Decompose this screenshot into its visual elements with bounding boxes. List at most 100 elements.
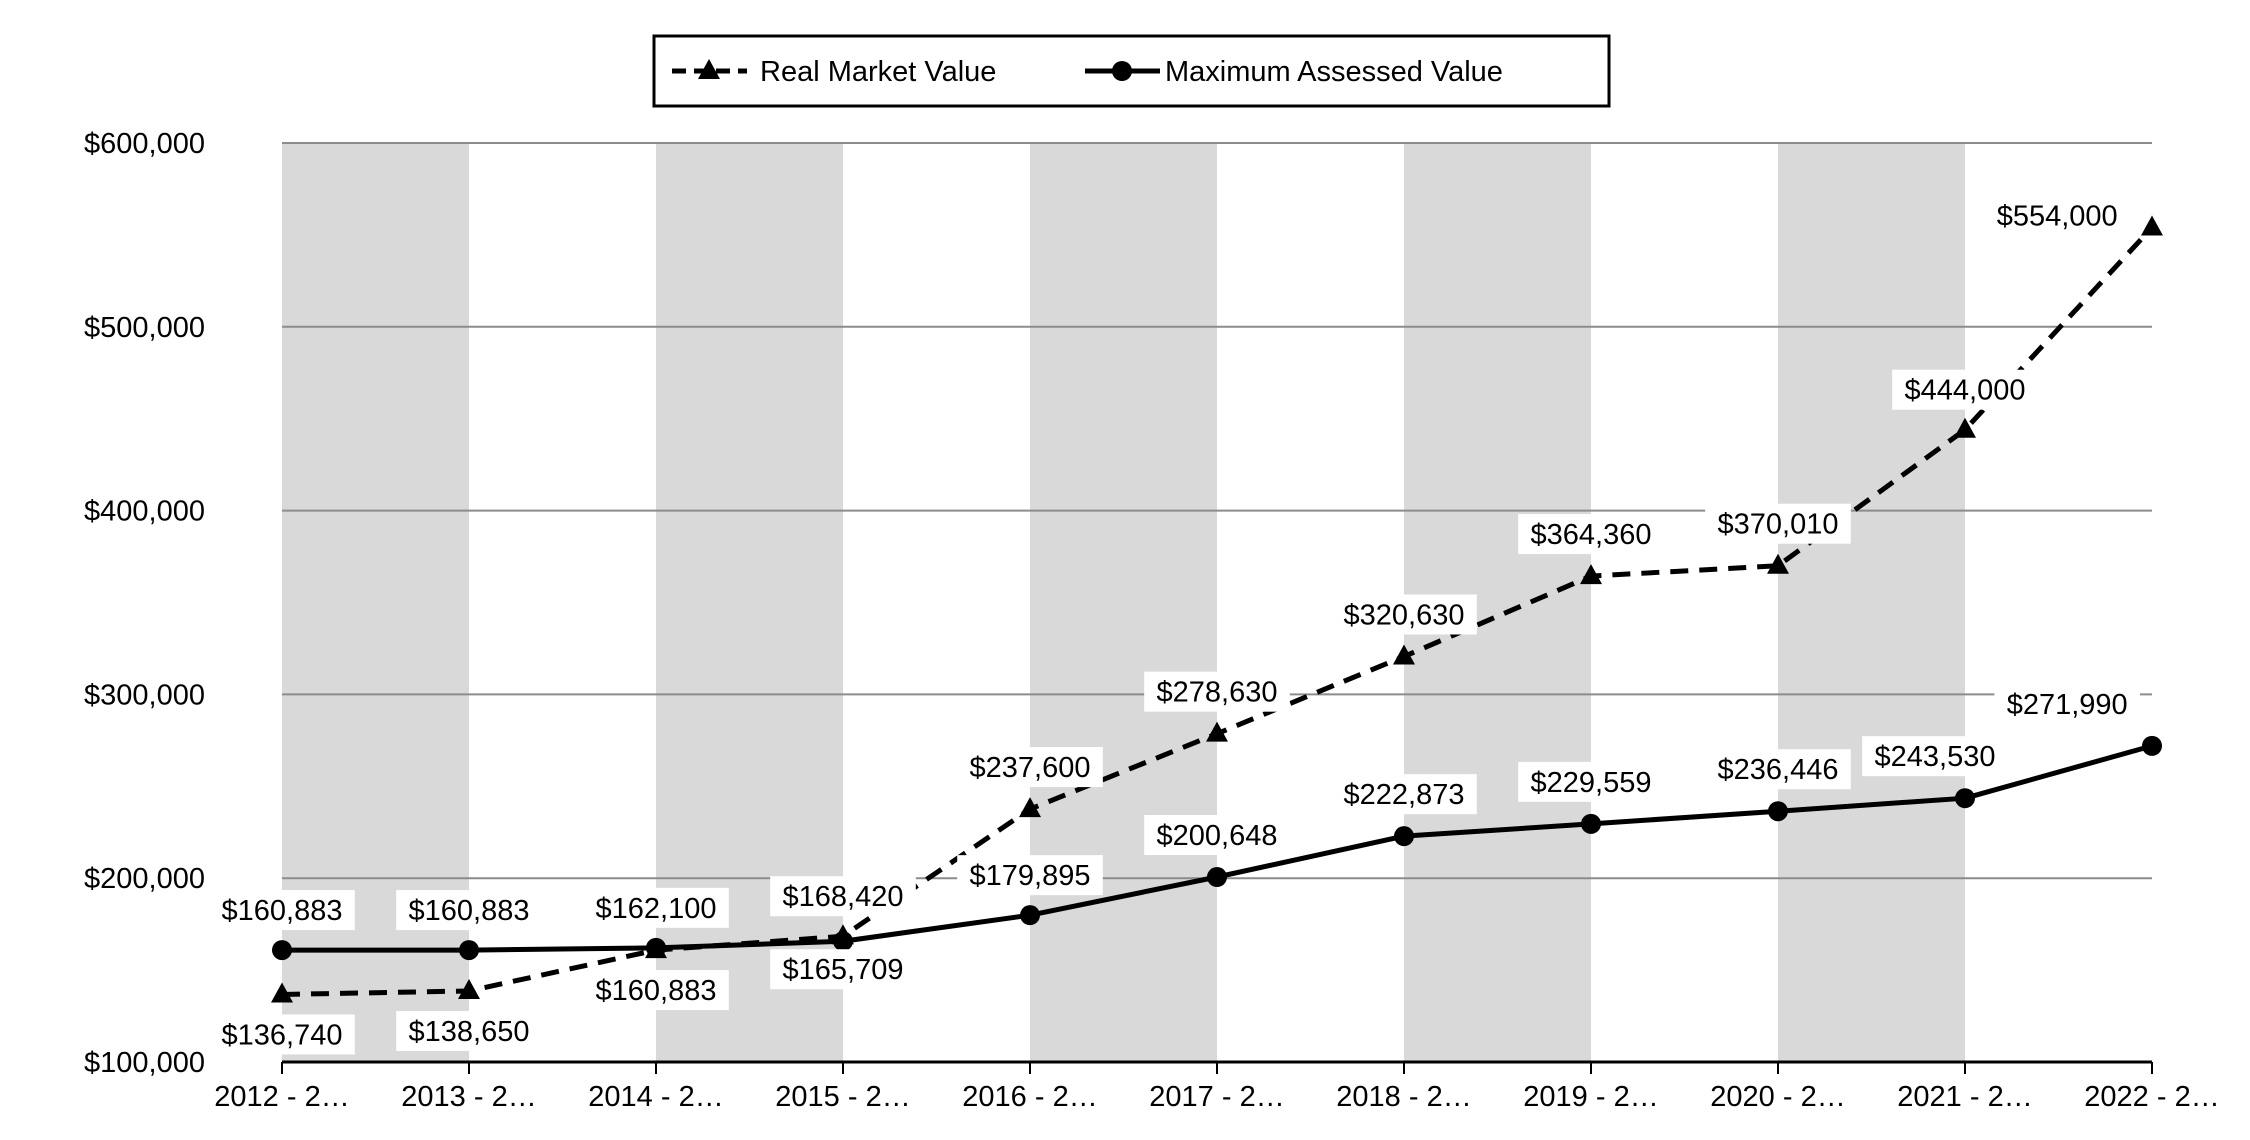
data-label-group: $136,740 bbox=[209, 1014, 355, 1055]
data-label-group: $271,990 bbox=[1994, 683, 2140, 724]
legend: Real Market Value Maximum Assessed Value bbox=[652, 34, 1611, 108]
data-label-group: $237,600 bbox=[957, 747, 1103, 788]
data-label-bg bbox=[1705, 749, 1851, 790]
data-label: $136,740 bbox=[222, 1019, 343, 1051]
legend-circle-icon bbox=[1112, 61, 1132, 81]
y-tick-label: $500,000 bbox=[84, 312, 205, 344]
x-tick-label: 2022 - 2… bbox=[2084, 1081, 2219, 1113]
market-value-point bbox=[2141, 215, 2163, 236]
data-label: $200,648 bbox=[1157, 820, 1278, 852]
x-tick-label: 2017 - 2… bbox=[1149, 1081, 1284, 1113]
data-label: $243,530 bbox=[1875, 741, 1996, 773]
market-value-point bbox=[458, 978, 480, 999]
axes: $100,000 $200,000 $300,000 $400,000 $500,000… bbox=[84, 128, 2220, 1113]
data-label-bg bbox=[583, 887, 729, 928]
data-label-group: $370,010 bbox=[1705, 503, 1851, 544]
assessed-value-point bbox=[1020, 905, 1040, 926]
x-tick-label: 2012 - 2… bbox=[214, 1081, 349, 1113]
x-tick-label: 2019 - 2… bbox=[1523, 1081, 1658, 1113]
data-label-bg bbox=[1518, 514, 1664, 555]
market-value-point bbox=[1206, 721, 1228, 742]
x-tick-label: 2018 - 2… bbox=[1336, 1081, 1471, 1113]
y-tick-label: $600,000 bbox=[84, 128, 205, 160]
data-label-bg bbox=[770, 949, 916, 990]
data-label: $278,630 bbox=[1157, 677, 1278, 709]
data-label: $320,630 bbox=[1344, 599, 1465, 631]
market-value-point bbox=[1580, 564, 1602, 585]
data-label-bg bbox=[396, 1010, 542, 1051]
assessed-value-point bbox=[459, 940, 479, 961]
data-label-group: $162,100 bbox=[583, 887, 729, 928]
data-label-bg bbox=[396, 890, 542, 931]
data-label-bg bbox=[1705, 503, 1851, 544]
market-value-point bbox=[1767, 553, 1789, 574]
market-value-point bbox=[1954, 417, 1976, 438]
legend-label: Real Market Value bbox=[760, 56, 996, 88]
data-label-bg bbox=[1144, 671, 1290, 712]
market-value-point bbox=[1393, 644, 1415, 665]
data-label-bg bbox=[583, 970, 729, 1011]
assessed-value-point bbox=[833, 931, 853, 952]
data-label-group: $444,000 bbox=[1892, 369, 2038, 410]
assessed-value-point bbox=[1768, 801, 1788, 822]
assessed-value-point bbox=[1394, 826, 1414, 847]
data-label: $229,559 bbox=[1531, 767, 1652, 799]
data-label: $271,990 bbox=[2007, 689, 2128, 721]
data-label-group: $160,883 bbox=[209, 890, 355, 931]
data-label-group: $160,883 bbox=[583, 970, 729, 1011]
x-tick-label: 2013 - 2… bbox=[401, 1081, 536, 1113]
assessed-value-point bbox=[1581, 813, 1601, 834]
data-label-bg bbox=[957, 747, 1103, 788]
data-label-bg bbox=[209, 1014, 355, 1055]
data-label: $236,446 bbox=[1718, 754, 1839, 786]
data-label-bg bbox=[957, 855, 1103, 896]
assessed-value-point bbox=[2142, 735, 2162, 756]
data-label-bg bbox=[1331, 774, 1477, 815]
x-tick-label: 2015 - 2… bbox=[775, 1081, 910, 1113]
data-label-group: $200,648 bbox=[1144, 815, 1290, 856]
data-label-group: $160,883 bbox=[396, 890, 542, 931]
x-tick-label: 2014 - 2… bbox=[588, 1081, 723, 1113]
data-label: $444,000 bbox=[1905, 375, 2026, 407]
data-label: $364,360 bbox=[1531, 519, 1652, 551]
data-label: $160,883 bbox=[596, 975, 717, 1007]
data-label-group: $165,709 bbox=[770, 949, 916, 990]
x-tick-label: 2021 - 2… bbox=[1897, 1081, 2032, 1113]
data-label: $370,010 bbox=[1718, 509, 1839, 541]
data-label-group: $168,420 bbox=[770, 876, 916, 917]
data-label-bg bbox=[209, 890, 355, 931]
data-label-bg bbox=[1994, 683, 2140, 724]
background-band bbox=[1778, 143, 1965, 1062]
y-tick-label: $300,000 bbox=[84, 679, 205, 711]
data-label-bg bbox=[770, 876, 916, 917]
data-label-group: $222,873 bbox=[1331, 774, 1477, 815]
legend-label: Maximum Assessed Value bbox=[1165, 56, 1503, 88]
data-label: $179,895 bbox=[970, 860, 1091, 892]
data-label-group: $364,360 bbox=[1518, 514, 1664, 555]
data-label-bg bbox=[1892, 369, 2038, 410]
data-label-bg bbox=[1984, 195, 2130, 236]
data-label: $165,709 bbox=[783, 954, 904, 986]
background-band bbox=[1030, 143, 1217, 1062]
data-label: $237,600 bbox=[970, 752, 1091, 784]
data-label: $554,000 bbox=[1997, 201, 2118, 233]
data-labels: $136,740 $138,650 $160,883 $168,420 $237,600… bbox=[209, 195, 2140, 1055]
x-tick-label: 2016 - 2… bbox=[962, 1081, 1097, 1113]
data-label-group: $179,895 bbox=[957, 855, 1103, 896]
market-value-point bbox=[1019, 797, 1041, 818]
data-label-group: $554,000 bbox=[1984, 195, 2130, 236]
data-label-group: $320,630 bbox=[1331, 594, 1477, 635]
legend-triangle-icon bbox=[698, 59, 720, 79]
data-label-bg bbox=[1862, 736, 2008, 777]
series-markers bbox=[271, 215, 2163, 1003]
data-label: $160,883 bbox=[409, 895, 530, 927]
data-label-bg bbox=[1331, 594, 1477, 635]
data-label-group: $229,559 bbox=[1518, 761, 1664, 802]
assessed-value-point bbox=[272, 940, 292, 961]
y-tick-label: $100,000 bbox=[84, 1047, 205, 1079]
data-label-group: $243,530 bbox=[1862, 736, 2008, 777]
background-bands bbox=[282, 143, 1965, 1062]
assessed-value-point bbox=[1207, 867, 1227, 888]
assessed-value-point bbox=[646, 937, 666, 958]
y-tick-label: $200,000 bbox=[84, 863, 205, 895]
